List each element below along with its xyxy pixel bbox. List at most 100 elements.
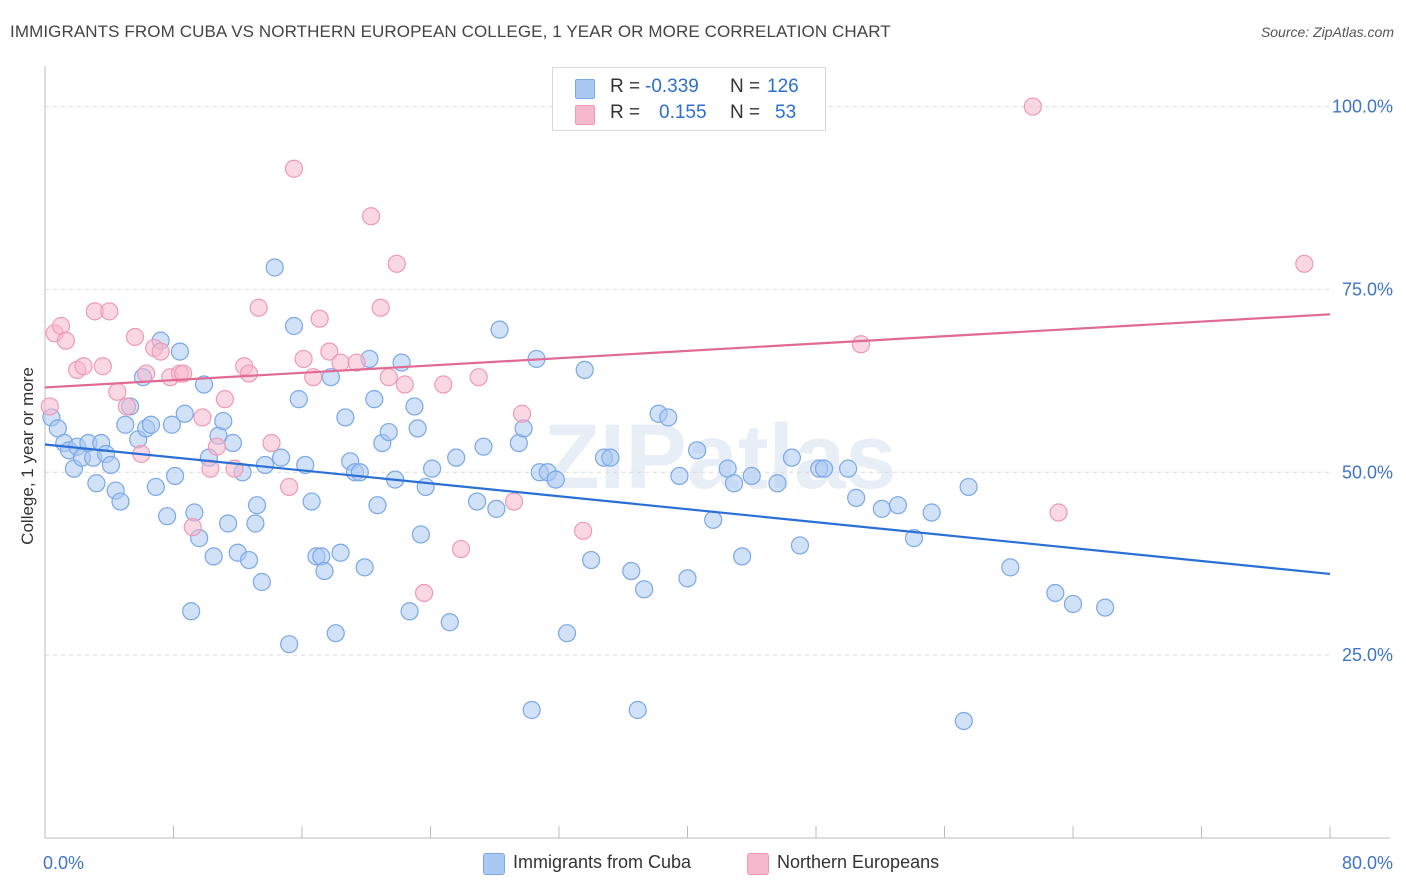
point-northern <box>451 539 471 559</box>
point-cuba <box>321 368 341 387</box>
point-northern <box>331 353 350 372</box>
point-cuba <box>1096 598 1115 617</box>
point-cuba <box>239 550 259 570</box>
point-northern <box>137 364 156 383</box>
point-cuba <box>336 408 355 427</box>
point-cuba <box>1063 594 1083 614</box>
point-cuba <box>400 602 419 621</box>
point-cuba <box>601 448 620 467</box>
point-cuba <box>742 466 761 486</box>
point-cuba <box>724 474 744 493</box>
point-cuba <box>635 580 654 599</box>
point-northern <box>320 342 339 361</box>
point-cuba <box>659 408 678 427</box>
point-cuba <box>289 390 308 409</box>
point-cuba <box>157 507 177 526</box>
point-northern <box>379 368 398 387</box>
point-cuba <box>546 470 565 489</box>
point-cuba <box>162 415 181 434</box>
point-northern <box>851 335 871 354</box>
point-cuba <box>194 375 214 394</box>
point-cuba <box>116 415 135 434</box>
point-northern <box>512 404 532 423</box>
point-northern <box>74 357 93 376</box>
point-cuba <box>670 466 689 486</box>
point-cuba <box>959 477 978 497</box>
point-northern <box>193 408 212 427</box>
source-label: Source: ZipAtlas.com <box>1260 24 1394 40</box>
point-cuba <box>557 624 577 643</box>
point-cuba <box>405 397 424 416</box>
point-cuba <box>214 411 233 431</box>
point-cuba <box>219 514 238 533</box>
x-tick-label: 0.0% <box>43 853 84 873</box>
point-cuba <box>575 360 594 379</box>
trend-line-northern <box>44 313 1331 389</box>
point-cuba <box>247 496 267 515</box>
point-cuba <box>522 700 541 720</box>
point-northern <box>387 254 406 273</box>
point-cuba <box>280 635 299 654</box>
bottom-legend-label-northern: Northern Europeans <box>777 852 940 872</box>
point-cuba <box>768 474 787 493</box>
point-cuba <box>904 529 924 548</box>
y-tick-label: 50.0% <box>1342 462 1393 482</box>
point-cuba <box>487 499 506 518</box>
point-cuba <box>141 415 161 434</box>
point-northern <box>504 492 524 511</box>
point-cuba <box>872 499 891 518</box>
point-cuba <box>416 477 435 497</box>
point-cuba <box>847 488 866 507</box>
point-cuba <box>326 624 345 643</box>
legend-n-value: 126 <box>767 76 799 97</box>
point-cuba <box>447 448 466 467</box>
point-cuba <box>922 503 941 522</box>
point-northern <box>294 349 313 369</box>
point-cuba <box>272 448 291 467</box>
y-tick-label: 100.0% <box>1332 97 1393 117</box>
point-cuba <box>315 561 334 581</box>
point-cuba <box>782 448 802 467</box>
point-northern <box>207 437 226 456</box>
point-cuba <box>265 258 284 277</box>
point-cuba <box>302 492 321 511</box>
point-cuba <box>284 316 304 336</box>
point-northern <box>280 477 299 497</box>
legend-n-label: N = <box>730 102 761 123</box>
legend-n-label: N = <box>730 76 761 97</box>
point-cuba <box>111 492 130 511</box>
point-northern <box>174 364 193 383</box>
x-tick-label: 80.0% <box>1342 853 1393 873</box>
point-cuba <box>87 474 106 493</box>
point-northern <box>1295 254 1314 273</box>
point-cuba <box>628 700 647 720</box>
point-northern <box>125 327 145 347</box>
point-cuba <box>474 437 493 456</box>
point-cuba <box>146 477 165 497</box>
point-cuba <box>166 466 185 486</box>
data-points <box>40 97 1314 731</box>
point-cuba <box>839 459 858 478</box>
point-cuba <box>490 320 509 339</box>
point-northern <box>414 583 434 603</box>
trend-line-cuba <box>44 443 1331 576</box>
y-tick-label: 25.0% <box>1342 645 1393 665</box>
y-tick-label: 75.0% <box>1342 279 1393 299</box>
point-cuba <box>246 514 265 533</box>
point-cuba <box>678 569 697 588</box>
bottom-legend-swatch-northern <box>747 853 769 875</box>
tick-labels: 25.0% 50.0% 75.0% 100.0% 0.0% 80.0% <box>43 97 1393 873</box>
point-cuba <box>1046 583 1065 603</box>
point-cuba <box>223 433 243 453</box>
point-cuba <box>423 459 442 478</box>
correlation-legend: R = -0.339 N = 126 R = 0.155 N = 53 <box>552 67 826 131</box>
point-cuba <box>368 496 387 515</box>
point-cuba <box>170 342 190 361</box>
point-northern <box>1049 503 1068 522</box>
point-northern <box>151 342 170 361</box>
point-cuba <box>331 543 350 562</box>
legend-swatch-cuba <box>575 79 595 99</box>
point-northern <box>215 390 234 409</box>
point-cuba <box>622 561 641 581</box>
